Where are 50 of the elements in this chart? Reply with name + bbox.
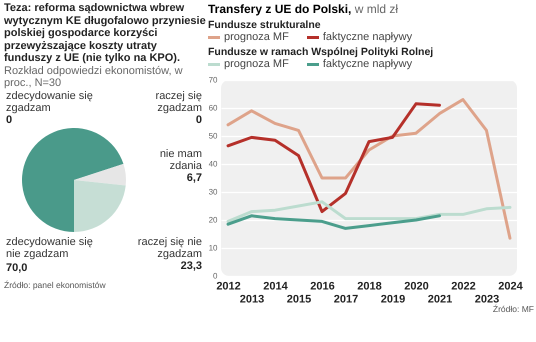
- slice-label: nie mam zdania: [160, 148, 203, 172]
- x-tick-label: 2023: [474, 294, 500, 306]
- x-tick-label: 2021: [428, 294, 452, 306]
- y-tick-label: 50: [208, 132, 218, 140]
- chart-title: Transfery z UE do Polski,: [208, 2, 352, 16]
- data-label: 23,3: [180, 260, 202, 272]
- y-tick-label: 10: [208, 244, 218, 252]
- legend-label: faktyczne napływy: [322, 31, 412, 43]
- y-tick-label: 0: [213, 272, 218, 280]
- line-series: [226, 98, 512, 240]
- category-label: zdecydowanie się zgadzam: [6, 90, 93, 114]
- text: Źródło: MF: [492, 304, 534, 314]
- chart-subtitle: w mld zł: [354, 2, 398, 16]
- slice-label: raczej się nie zgadzam: [138, 236, 202, 260]
- text: Źródło: panel ekonomistów: [4, 280, 107, 290]
- legend-label: prognoza MF: [223, 31, 289, 43]
- x-tick-label: 2013: [240, 294, 264, 306]
- x-tick-label: 2018: [357, 280, 382, 292]
- pie-slice: [22, 128, 124, 232]
- y-tick-label: 30: [208, 188, 218, 196]
- legend-label: faktyczne napływy: [322, 58, 412, 70]
- data-label: 70,0: [6, 262, 28, 274]
- text: Fundusze strukturalne: [208, 19, 322, 31]
- pie-slice: [74, 180, 126, 232]
- category-label: raczej się zgadzam: [156, 90, 202, 114]
- x-tick-label: 2022: [451, 280, 476, 292]
- y-tick-label: 20: [208, 216, 218, 224]
- x-tick-label: 2019: [380, 294, 406, 306]
- data-label: 6,7: [186, 172, 202, 184]
- y-tick-label: 40: [208, 160, 218, 168]
- text: Fundusze w ramach Wspólnej Polityki Rolnej: [208, 46, 434, 58]
- x-tick-label: 2016: [310, 280, 335, 292]
- line-series: [226, 102, 441, 214]
- x-tick-label: 2024: [498, 280, 524, 292]
- y-tick-label: 70: [208, 76, 218, 84]
- x-tick-label: 2020: [404, 280, 429, 292]
- slice-label: zdecydowanie się nie zgadzam: [6, 236, 93, 260]
- x-tick-label: 2015: [286, 294, 312, 306]
- chart-title: Teza: reforma sądownictwa wbrew wytycznym KE długofalowo przyniesie polskiej gospodarce korzyści przewyższające koszty utraty funduszy z UE (nie tylko na KPO).: [4, 2, 206, 64]
- legend-label: prognoza MF: [223, 58, 289, 70]
- line-series: [226, 200, 512, 223]
- y-tick-label: 60: [208, 104, 218, 112]
- chart-subtitle: Rozkład odpowiedzi ekonomistów, w proc., N=30: [4, 64, 184, 90]
- text: 0: [6, 114, 12, 126]
- x-tick-label: 2012: [216, 280, 241, 292]
- text: 0: [196, 114, 202, 126]
- line-series: [226, 214, 441, 230]
- pie-slice: [74, 163, 126, 186]
- x-tick-label: 2017: [334, 294, 358, 306]
- x-tick-label: 2014: [263, 280, 289, 292]
